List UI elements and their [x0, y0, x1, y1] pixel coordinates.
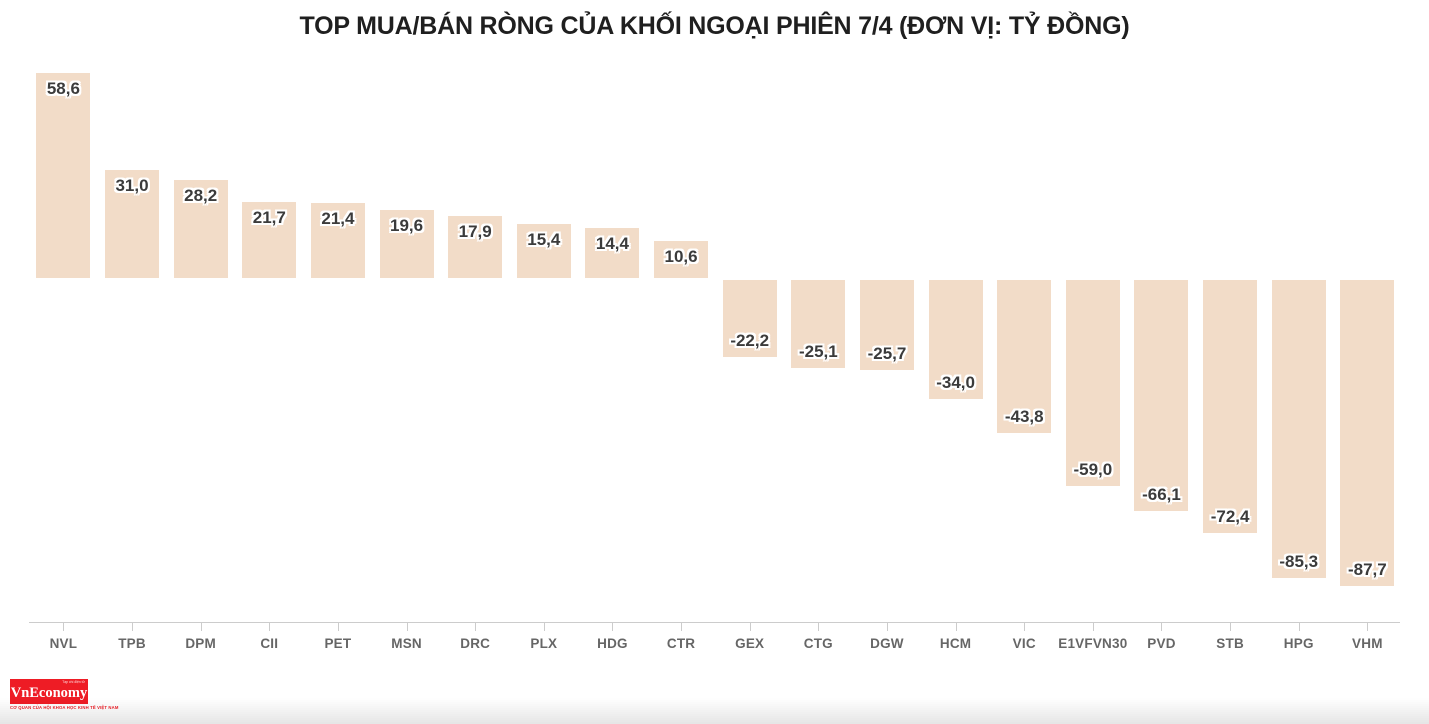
value-label-e1vfvn30: -59,0	[1073, 459, 1113, 479]
x-axis-tick	[612, 623, 614, 631]
value-label-dpm: 28,2	[184, 185, 218, 205]
bar-ctg	[791, 280, 846, 368]
bar-stb	[1203, 280, 1258, 533]
value-label-dgw: -25,7	[867, 343, 907, 363]
x-axis-label-stb: STB	[1216, 636, 1244, 651]
x-axis-tick	[1367, 623, 1369, 631]
value-label-cii: 21,7	[252, 208, 286, 228]
x-axis-tick	[269, 623, 271, 631]
logo-wordmark: VnEconomy	[10, 684, 88, 701]
value-label-tpb: 31,0	[115, 175, 149, 195]
value-label-stb: -72,4	[1210, 506, 1250, 526]
x-axis-label-hdg: HDG	[597, 636, 628, 651]
logo-tagline: CƠ QUAN CỦA HỘI KHOA HỌC KINH TẾ VIỆT NA…	[10, 705, 119, 710]
bar-msn	[379, 209, 434, 278]
logo-top-text: Tạp chí điện tử	[62, 680, 85, 684]
value-label-pet: 21,4	[321, 209, 355, 229]
x-axis-label-plx: PLX	[530, 636, 558, 651]
x-axis-label-pvd: PVD	[1147, 636, 1176, 651]
x-axis-tick	[543, 623, 545, 631]
x-axis-label-msn: MSN	[391, 636, 422, 651]
value-label-hdg: 14,4	[595, 233, 629, 253]
bar-hcm	[928, 280, 983, 399]
x-axis-label-tpb: TPB	[118, 636, 146, 651]
x-axis-label-vhm: VHM	[1352, 636, 1383, 651]
bar-plx	[516, 224, 571, 278]
bar-e1vfvn30	[1065, 280, 1120, 486]
value-label-gex: -22,2	[730, 331, 770, 351]
x-axis-label-nvl: NVL	[49, 636, 78, 651]
x-axis-tick	[475, 623, 477, 631]
value-label-msn: 19,6	[390, 215, 424, 235]
x-axis-tick	[132, 623, 134, 631]
bar-pvd	[1134, 280, 1189, 511]
value-label-hpg: -85,3	[1279, 551, 1319, 571]
bar-dgw	[859, 280, 914, 370]
bar-vic	[997, 280, 1052, 433]
x-axis-label-cii: CII	[260, 636, 279, 651]
x-axis-tick	[1298, 623, 1300, 631]
value-label-pvd: -66,1	[1142, 484, 1181, 504]
x-axis-label-hcm: HCM	[939, 636, 972, 651]
x-axis-tick	[955, 623, 957, 631]
value-label-drc: 17,9	[458, 221, 492, 241]
x-axis-tick	[749, 623, 751, 631]
vneconomy-logo-box: Tạp chí điện tử VnEconomy	[10, 679, 88, 704]
x-axis-label-e1vfvn30: E1VFVN30	[1058, 636, 1128, 651]
value-label-hcm: -34,0	[936, 372, 975, 392]
x-axis-label-dgw: DGW	[870, 636, 904, 651]
value-label-vhm: -87,7	[1347, 560, 1387, 580]
chart-title: TOP MUA/BÁN RÒNG CỦA KHỐI NGOẠI PHIÊN 7/…	[299, 12, 1130, 40]
value-label-ctr: 10,6	[664, 247, 698, 266]
x-axis-label-ctg: CTG	[803, 636, 833, 651]
bar-drc	[448, 215, 503, 278]
bar-nvl	[36, 73, 91, 278]
x-axis-tick	[1024, 623, 1026, 631]
value-label-vic: -43,8	[1004, 406, 1044, 426]
bar-hpg	[1271, 280, 1326, 578]
x-axis-tick	[1161, 623, 1163, 631]
bar-tpb	[105, 169, 160, 278]
bar-vhm	[1340, 280, 1395, 587]
x-axis-tick	[818, 623, 820, 631]
bar-ctr	[654, 241, 709, 278]
bar-hdg	[585, 227, 640, 278]
x-axis-tick	[681, 623, 683, 631]
x-axis-label-hpg: HPG	[1283, 636, 1314, 651]
x-axis-tick	[406, 623, 408, 631]
vneconomy-logo: Tạp chí điện tử VnEconomy CƠ QUAN CỦA HỘ…	[10, 679, 119, 715]
bar-gex	[722, 280, 777, 358]
bar-dpm	[173, 179, 228, 278]
x-axis-label-dpm: DPM	[185, 636, 216, 651]
x-axis-label-vic: VIC	[1012, 636, 1036, 651]
x-axis-label-gex: GEX	[735, 636, 765, 651]
x-axis-tick	[1092, 623, 1094, 631]
x-axis-tick	[886, 623, 888, 631]
value-label-ctg: -25,1	[798, 341, 838, 361]
x-axis-label-pet: PET	[324, 636, 352, 651]
x-axis-tick	[337, 623, 339, 631]
bar-pet	[310, 203, 365, 278]
x-axis-tick	[1230, 623, 1232, 631]
x-axis-tick	[200, 623, 202, 631]
value-label-plx: 15,4	[527, 230, 561, 250]
x-axis-label-drc: DRC	[460, 636, 491, 651]
x-axis-label-ctr: CTR	[666, 636, 696, 651]
x-axis-line	[29, 622, 1400, 623]
value-label-nvl: 58,6	[46, 79, 80, 99]
x-axis-tick	[63, 623, 65, 631]
bar-cii	[242, 202, 297, 278]
